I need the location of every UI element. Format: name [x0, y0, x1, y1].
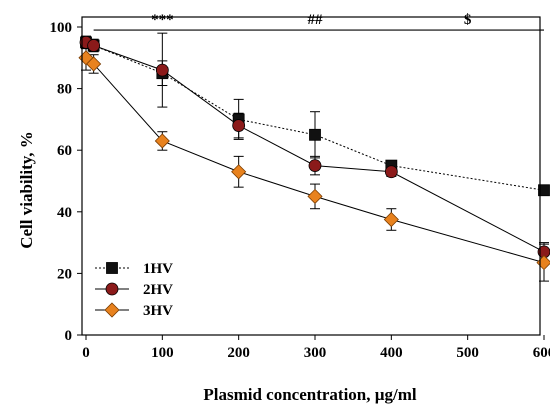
annotation-2: $ [464, 12, 472, 28]
data-point-3HV [231, 164, 247, 180]
x-tick-label: 500 [456, 345, 479, 361]
data-point-3HV [86, 56, 102, 72]
y-tick-label: 80 [57, 82, 72, 98]
legend-label-1HV: 1HV [143, 261, 173, 277]
annotations: *** ## $ [93, 12, 544, 31]
data-point-2HV [155, 63, 169, 77]
data-point-2HV [384, 165, 398, 179]
annotation-0: *** [151, 12, 174, 28]
annotation-1: ## [308, 12, 324, 28]
axes: 0 100 200 300 400 500 600 0 20 40 60 80 100 [50, 16, 550, 361]
y-tick-label: 0 [65, 328, 73, 344]
x-tick-label: 400 [380, 345, 403, 361]
data-point-3HV [536, 255, 550, 271]
legend-marker-2HV [105, 282, 119, 296]
legend-label-3HV: 3HV [143, 303, 173, 319]
y-tick-label: 60 [57, 143, 72, 159]
legend: 1HV 2HV 3HV [95, 261, 173, 319]
data-point-2HV [308, 159, 322, 173]
x-tick-label: 200 [227, 345, 250, 361]
data-point-3HV [383, 211, 399, 228]
x-tick-label: 300 [304, 345, 327, 361]
x-axis-title: Plasmid concentration, µg/ml [203, 385, 417, 404]
x-tick-label: 0 [82, 345, 90, 361]
y-axis-title: Cell viability, % [17, 131, 36, 249]
y-tick-label: 20 [57, 266, 72, 282]
x-tick-label: 100 [151, 345, 174, 361]
legend-marker-3HV [104, 302, 120, 318]
plot-frame [81, 16, 541, 336]
data-point-1HV [309, 128, 321, 141]
y-tick-label: 100 [50, 20, 73, 36]
legend-label-2HV: 2HV [143, 282, 173, 298]
data-point-2HV [232, 119, 246, 132]
legend-marker-1HV [106, 262, 118, 274]
data-point-2HV [87, 39, 101, 52]
data-point-3HV [307, 188, 323, 204]
data-point-3HV [154, 133, 170, 149]
y-tick-label: 40 [57, 205, 72, 221]
x-tick-label: 600 [533, 345, 550, 361]
